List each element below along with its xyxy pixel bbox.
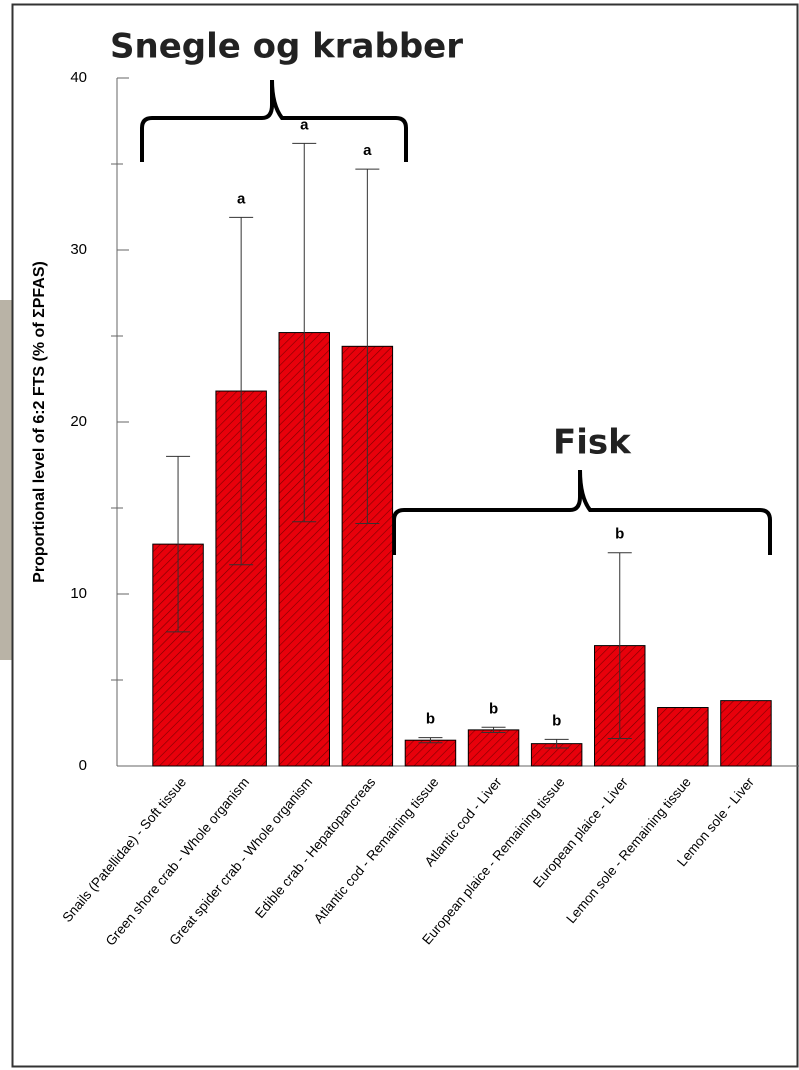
significance-letter: b bbox=[426, 711, 435, 728]
significance-letter: a bbox=[300, 116, 309, 133]
significance-letter: b bbox=[552, 712, 561, 729]
bar bbox=[405, 740, 455, 766]
significance-letter: b bbox=[615, 526, 624, 543]
annotation: Snegle og krabber bbox=[110, 27, 463, 67]
bar bbox=[721, 701, 771, 766]
y-tick-label: 10 bbox=[70, 585, 87, 602]
annotation: Fisk bbox=[553, 423, 632, 463]
y-axis-label: Proportional level of 6:2 FTS (% of ΣPFA… bbox=[31, 261, 48, 583]
bar bbox=[468, 730, 518, 766]
bar bbox=[658, 708, 708, 766]
significance-letter: a bbox=[363, 142, 372, 159]
y-tick-label: 0 bbox=[79, 757, 87, 774]
chart: Proportional level of 6:2 FTS (% of ΣPFA… bbox=[0, 0, 799, 1070]
significance-letter: b bbox=[489, 700, 498, 717]
significance-letter: a bbox=[237, 190, 246, 207]
y-tick-label: 30 bbox=[70, 241, 87, 258]
y-tick-label: 40 bbox=[70, 69, 87, 86]
y-tick-label: 20 bbox=[70, 413, 87, 430]
